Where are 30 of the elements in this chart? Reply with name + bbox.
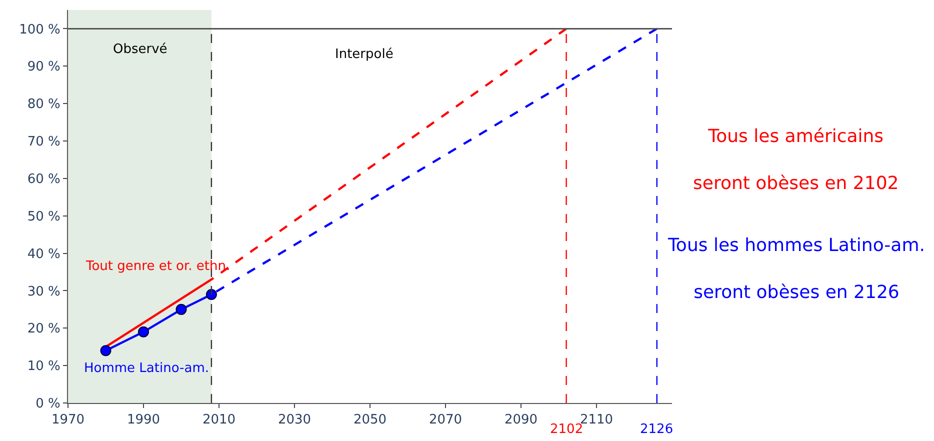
text: Tous les américains seront obèses en 2102 xyxy=(693,126,899,194)
point xyxy=(138,326,149,338)
x-tick-label: 1990 xyxy=(126,412,160,428)
y-tick-label: 30 % xyxy=(27,284,60,300)
y-tick-label: 50 % xyxy=(27,209,60,224)
y-tick-label: 90 % xyxy=(27,60,60,75)
point xyxy=(206,288,217,300)
x-tick-label: 2010 xyxy=(202,412,236,428)
point xyxy=(176,304,187,315)
y-tick-label: 80 % xyxy=(27,97,60,112)
y-tick-label: 20 % xyxy=(27,322,60,337)
ref-line-label: 2126 xyxy=(640,422,674,437)
x-tick-label: 1970 xyxy=(51,412,85,428)
point xyxy=(100,345,112,356)
y-tick-label: 0 % xyxy=(36,396,60,412)
x-tick-label: 2050 xyxy=(353,412,387,428)
y-tick-label: 100 % xyxy=(19,22,60,38)
x-tick-label: 2030 xyxy=(278,412,312,428)
series-label: Homme Latino-am. xyxy=(84,361,209,376)
text: Tous les hommes Latino-am. seront obèses en 2126 xyxy=(668,235,925,303)
x-tick-label: 2070 xyxy=(428,412,462,428)
y-tick-label: 40 % xyxy=(27,246,60,262)
band-label: Observé xyxy=(113,42,168,57)
ref-line-label: 2102 xyxy=(550,422,584,437)
annotation: Interpolé xyxy=(335,47,394,62)
y-tick-label: 10 % xyxy=(27,359,60,374)
y-tick-label: 70 % xyxy=(27,134,60,150)
y-tick-label: 60 % xyxy=(27,172,60,187)
series-label: Tout genre et or. ethn. xyxy=(85,259,230,274)
x-tick-label: 2090 xyxy=(504,412,538,428)
